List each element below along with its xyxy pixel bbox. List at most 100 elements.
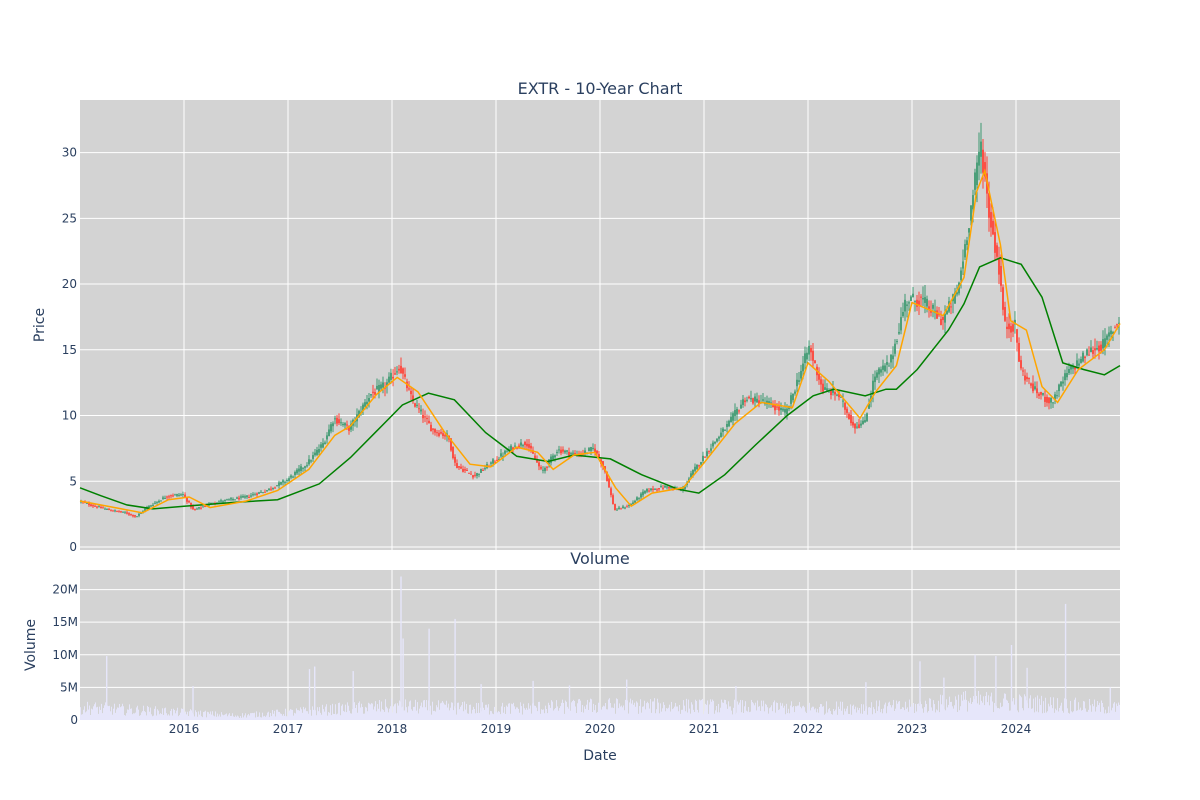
volume-bar <box>678 711 679 720</box>
volume-bar <box>603 705 604 720</box>
volume-bar <box>316 715 317 720</box>
candle-body <box>198 507 200 509</box>
candle-body <box>742 399 744 405</box>
candle-body <box>610 488 612 496</box>
volume-bar <box>1039 698 1040 720</box>
candle-body <box>128 513 130 515</box>
volume-bar <box>819 707 820 720</box>
price-y-tick: 30 <box>62 146 77 160</box>
candle-body <box>472 475 474 478</box>
volume-bar <box>151 714 152 720</box>
candle-body <box>846 408 848 413</box>
volume-bar <box>712 699 713 720</box>
candle-body <box>244 496 246 498</box>
volume-bar <box>440 703 441 720</box>
volume-bar <box>109 705 110 720</box>
volume-bar <box>1089 698 1090 720</box>
volume-bar <box>921 704 922 720</box>
volume-bar <box>953 708 954 720</box>
volume-bar <box>777 702 778 720</box>
volume-bar <box>893 699 894 720</box>
volume-bar <box>341 705 342 720</box>
volume-bar <box>787 713 788 720</box>
candle-body <box>936 310 938 319</box>
volume-bar <box>757 700 758 720</box>
volume-bar <box>324 711 325 720</box>
volume-bar <box>1091 711 1092 720</box>
volume-bar <box>728 701 729 720</box>
candle-body <box>814 360 816 364</box>
volume-bar <box>762 706 763 720</box>
volume-bar <box>648 703 649 720</box>
volume-bar <box>231 715 232 720</box>
candle-body <box>626 506 628 508</box>
candle-body <box>176 494 178 496</box>
volume-bar <box>375 701 376 720</box>
candle-body <box>960 270 962 280</box>
volume-bar <box>1083 701 1084 720</box>
candle-body <box>162 497 164 500</box>
volume-bar <box>791 701 792 720</box>
candle-body <box>506 451 508 453</box>
volume-bar <box>1055 708 1056 720</box>
volume-bar <box>89 705 90 720</box>
volume-bar <box>461 705 462 720</box>
volume-bar <box>449 710 450 720</box>
candle-body <box>732 413 734 421</box>
volume-bar <box>214 716 215 720</box>
candle-body <box>258 492 260 494</box>
volume-bar <box>117 707 118 720</box>
volume-bar <box>423 700 424 720</box>
volume-bar <box>404 710 405 720</box>
volume-bar <box>157 709 158 720</box>
volume-bar <box>1010 710 1011 720</box>
volume-bar <box>366 707 367 720</box>
volume-bar <box>418 713 419 720</box>
volume-bar <box>398 705 399 720</box>
volume-bar <box>220 716 221 720</box>
candle-body <box>880 369 882 373</box>
candle-body <box>740 404 742 409</box>
candle-body <box>570 453 572 455</box>
volume-bar <box>851 714 852 720</box>
volume-bar <box>233 716 234 720</box>
volume-bar <box>1051 705 1052 720</box>
candle-body <box>574 452 576 454</box>
volume-bar <box>247 715 248 720</box>
volume-bar <box>1030 695 1031 720</box>
volume-bar <box>869 707 870 720</box>
volume-bar <box>126 713 127 720</box>
volume-bar <box>459 709 460 720</box>
candle-body <box>514 445 516 447</box>
candle-body <box>420 409 422 412</box>
candle-body <box>618 507 620 509</box>
volume-bar <box>529 708 530 720</box>
volume-bar <box>273 713 274 720</box>
volume-bar <box>956 699 957 720</box>
candle-body <box>872 380 874 395</box>
candle-body <box>96 506 98 508</box>
volume-bar <box>589 702 590 720</box>
volume-bar <box>591 699 592 720</box>
volume-bar <box>87 701 88 720</box>
volume-bar <box>1060 705 1061 720</box>
volume-bar <box>1112 707 1113 720</box>
volume-bar <box>844 708 845 720</box>
volume-bar <box>848 713 849 720</box>
candle-body <box>492 459 494 464</box>
volume-bar <box>607 709 608 720</box>
candle-body <box>452 446 454 459</box>
volume-bar <box>412 710 413 720</box>
volume-bar <box>872 714 873 720</box>
volume-bar <box>450 707 451 720</box>
volume-bar <box>999 708 1000 720</box>
volume-bar <box>439 709 440 720</box>
volume-bar <box>905 701 906 720</box>
date-tick: 2020 <box>585 722 616 736</box>
volume-bar <box>84 706 85 720</box>
volume-bar <box>681 709 682 720</box>
volume-bar <box>931 707 932 720</box>
volume-bar <box>169 715 170 720</box>
volume-bar <box>488 704 489 720</box>
volume-bar <box>240 716 241 720</box>
